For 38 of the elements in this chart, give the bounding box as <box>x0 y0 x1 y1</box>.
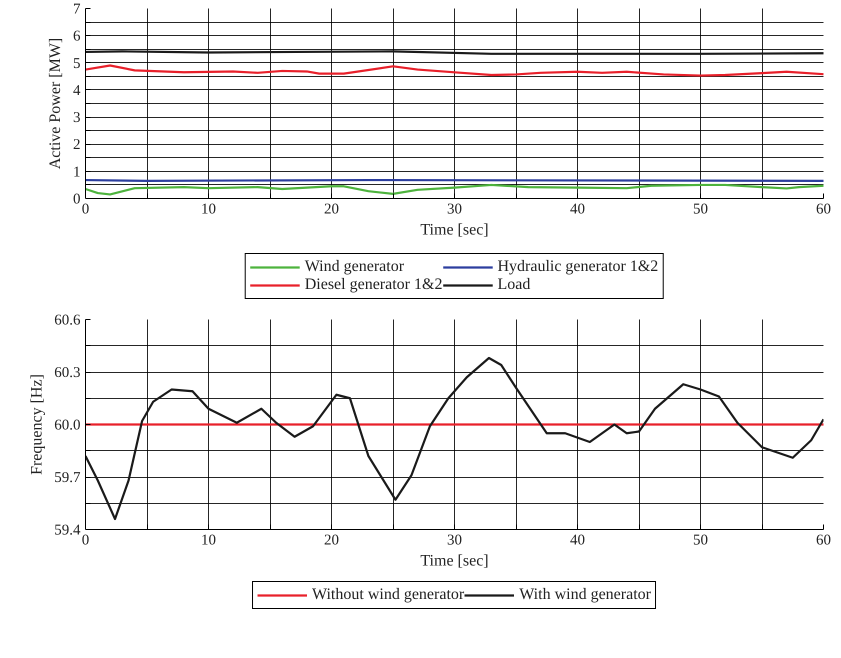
y-tick-label: 60.0 <box>54 418 80 434</box>
y-axis-title: Active Power [MW] <box>47 38 64 170</box>
legend-label: With wind generator <box>519 586 651 604</box>
y-tick-label: 0 <box>73 192 80 208</box>
x-tick-label: 20 <box>324 532 339 548</box>
y-axis-title: Frequency [Hz] <box>28 374 46 475</box>
legend-label: Load <box>497 276 530 294</box>
line-series <box>86 64 824 77</box>
y-tick-label: 59.7 <box>54 470 81 486</box>
line-series <box>86 184 824 196</box>
x-tick-label: 60 <box>816 202 831 218</box>
y-tick-label: 4 <box>73 82 81 99</box>
y-tick-label: 6 <box>73 28 81 45</box>
x-tick-label: 10 <box>201 202 216 218</box>
y-tick-label: 60.3 <box>54 365 80 381</box>
x-tick-label: 30 <box>447 532 462 548</box>
x-tick-label: 50 <box>693 532 708 548</box>
x-tick-label: 30 <box>447 202 462 218</box>
line-series <box>86 356 824 520</box>
x-axis-title: Time [sec] <box>420 222 489 238</box>
y-tick-label: 60.6 <box>54 312 81 328</box>
y-tick-label: 2 <box>73 137 80 154</box>
x-tick-label: 50 <box>693 202 708 218</box>
legend-label: Diesel generator 1&2 <box>304 276 442 294</box>
y-tick-label: 59.4 <box>54 522 81 538</box>
x-tick-label: 10 <box>201 532 216 548</box>
y-tick-label: 5 <box>73 56 80 72</box>
x-tick-label: 20 <box>324 202 339 218</box>
x-tick-label: 60 <box>816 532 831 548</box>
x-tick-label: 40 <box>570 532 585 548</box>
y-tick-label: 3 <box>73 110 80 126</box>
x-axis-title: Time [sec] <box>420 552 489 570</box>
legend-label: Without wind generator <box>312 586 464 604</box>
legend-label: Hydraulic generator 1&2 <box>497 258 658 276</box>
y-tick-label: 7 <box>73 2 81 18</box>
legend-label: Wind generator <box>304 258 404 276</box>
x-tick-label: 40 <box>570 202 585 218</box>
y-tick-label: 1 <box>73 164 80 180</box>
